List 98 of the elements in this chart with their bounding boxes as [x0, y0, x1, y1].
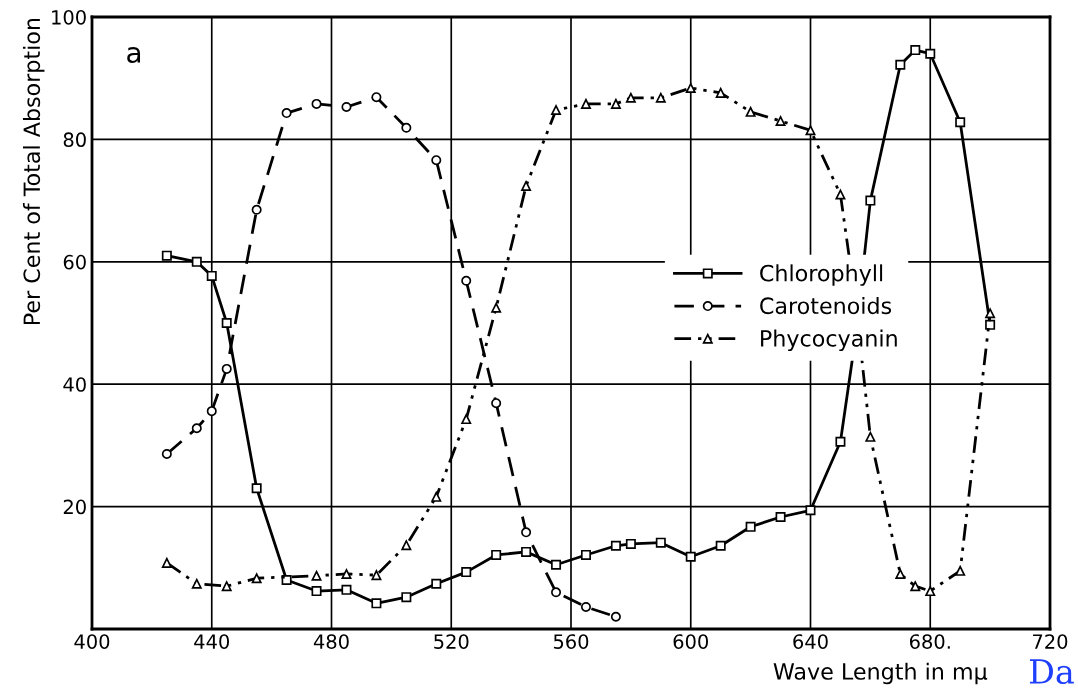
point [371, 92, 382, 103]
point [835, 436, 846, 447]
point [955, 565, 966, 576]
point [371, 570, 382, 581]
point [805, 505, 816, 516]
point [341, 568, 352, 579]
point [625, 538, 636, 549]
point [580, 601, 591, 612]
point [580, 98, 591, 109]
point [401, 592, 412, 603]
point [835, 189, 846, 200]
point [311, 98, 322, 109]
point [521, 527, 532, 538]
point [925, 586, 936, 597]
x-tick-label: 680. [909, 634, 950, 649]
point [551, 587, 562, 598]
point [431, 578, 442, 589]
y-tick-label: 100 [52, 9, 86, 25]
point [461, 275, 472, 286]
point [191, 423, 202, 434]
point [655, 537, 666, 548]
point [610, 611, 621, 622]
point [625, 92, 636, 103]
point [895, 568, 906, 579]
point [371, 598, 382, 609]
point [221, 581, 232, 592]
x-tick-label: 720 [1033, 634, 1068, 649]
point [311, 586, 322, 597]
point [655, 92, 666, 103]
point [491, 549, 502, 560]
point [685, 551, 696, 562]
point [221, 363, 232, 374]
point [206, 406, 217, 417]
point [745, 521, 756, 532]
point [805, 125, 816, 136]
legend-label: Phycocyanin [761, 329, 897, 352]
point [521, 180, 532, 191]
point [895, 59, 906, 70]
legend-label: Carotenoids [760, 296, 892, 315]
y-axis-title: Per Cent of Total Absorption [22, 18, 45, 325]
point [401, 122, 412, 133]
x-tick-label: 640 [793, 634, 828, 649]
legend-label: Chlorophyll [760, 264, 883, 286]
point [206, 270, 217, 281]
x-tick-label: 440 [194, 634, 230, 649]
point [521, 546, 532, 557]
x-tick-label: 560 [553, 634, 589, 649]
y-tick-label: 80 [63, 132, 86, 148]
point [580, 549, 591, 560]
point [191, 256, 202, 267]
x-tick-label: 400 [74, 634, 110, 649]
point [775, 512, 786, 523]
point [401, 540, 412, 551]
point [715, 540, 726, 551]
point [161, 557, 172, 568]
point [341, 101, 352, 112]
point [865, 195, 876, 206]
point [865, 431, 876, 442]
point [341, 584, 352, 595]
point [551, 105, 562, 116]
point [610, 98, 621, 109]
point [221, 317, 232, 329]
y-tick-label: 20 [63, 499, 86, 515]
point [431, 155, 442, 166]
point [985, 319, 996, 330]
annotation: a [127, 47, 141, 63]
x-tick-label: 480 [313, 634, 349, 649]
y-tick-label: 60 [63, 254, 86, 270]
point [251, 483, 262, 494]
point [775, 116, 786, 127]
point [925, 48, 936, 59]
point [685, 82, 696, 93]
point [281, 575, 292, 586]
point [161, 448, 172, 459]
point [715, 87, 726, 98]
point [191, 578, 202, 589]
x-tick-label: 600 [673, 634, 709, 649]
text: Da [1030, 659, 1074, 685]
x-axis-title: Wave Length in mμ [773, 662, 988, 685]
point [491, 302, 502, 313]
point [910, 581, 921, 592]
point [551, 559, 562, 570]
point [161, 250, 172, 261]
point [281, 108, 292, 119]
point [610, 540, 621, 551]
point [985, 308, 996, 319]
x-tick-label: 520 [434, 634, 469, 649]
point [491, 398, 502, 409]
point [431, 491, 442, 502]
point [955, 117, 966, 128]
point [910, 45, 921, 56]
point [251, 204, 262, 215]
point [461, 567, 472, 578]
point [251, 573, 262, 584]
point [745, 106, 756, 117]
point [461, 414, 472, 425]
point [311, 570, 322, 581]
y-tick-label: 40 [63, 377, 86, 392]
